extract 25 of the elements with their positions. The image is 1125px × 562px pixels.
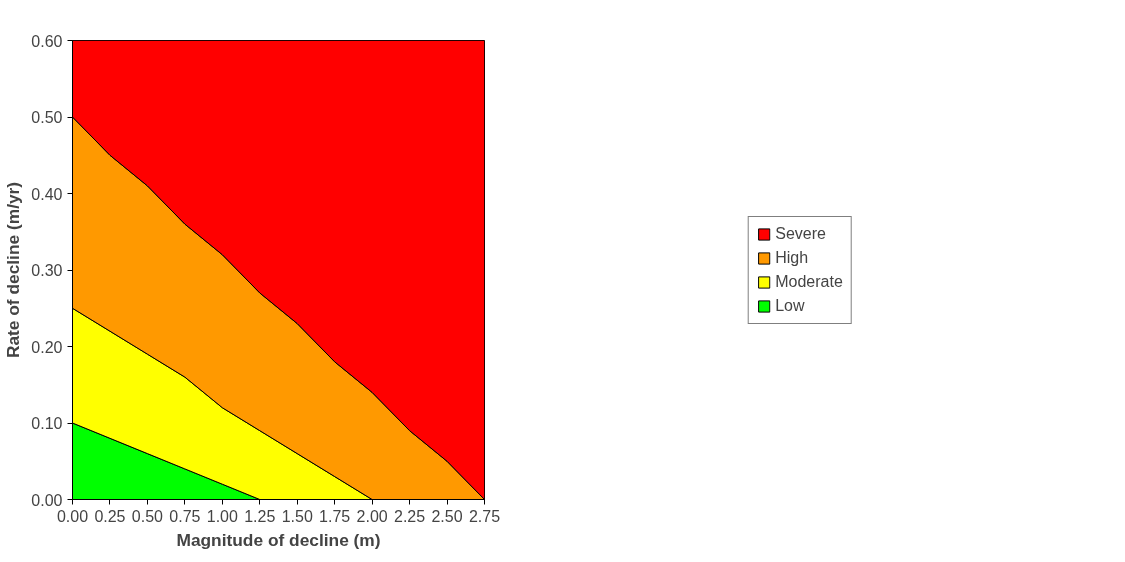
x-tick-label: 1.25	[244, 507, 276, 525]
legend-label: Moderate	[775, 272, 843, 291]
y-tick-label: 0.30	[31, 262, 63, 279]
x-tick-label: 2.50	[431, 507, 463, 525]
y-tick-label: 0.40	[31, 185, 63, 203]
legend-label: Severe	[775, 224, 826, 243]
y-tick-label: 0.60	[31, 32, 63, 50]
y-tick-label: 0.10	[31, 415, 63, 432]
x-tick-label: 0.00	[56, 507, 89, 525]
x-tick-label: 2.75	[468, 507, 501, 525]
y-tick-label: 0.00	[31, 491, 63, 509]
x-axis-title: Magnitude of decline (m)	[176, 529, 381, 550]
y-tick-label: 0.50	[31, 109, 63, 126]
x-tick-label: 0.75	[169, 507, 201, 525]
x-tick-label: 0.25	[94, 507, 126, 525]
x-tick-label: 2.00	[356, 507, 388, 525]
x-tick-label: 1.75	[319, 507, 351, 525]
x-tick-label: 1.00	[206, 507, 238, 525]
x-tick-label: 1.50	[281, 507, 313, 525]
legend-label: Low	[775, 296, 805, 315]
y-axis-title: Rate of decline (m/yr)	[3, 181, 24, 359]
y-tick-label: 0.20	[31, 338, 63, 356]
x-tick-label: 0.50	[131, 507, 164, 525]
legend-label: High	[775, 248, 809, 267]
x-tick-label: 2.25	[394, 507, 426, 525]
